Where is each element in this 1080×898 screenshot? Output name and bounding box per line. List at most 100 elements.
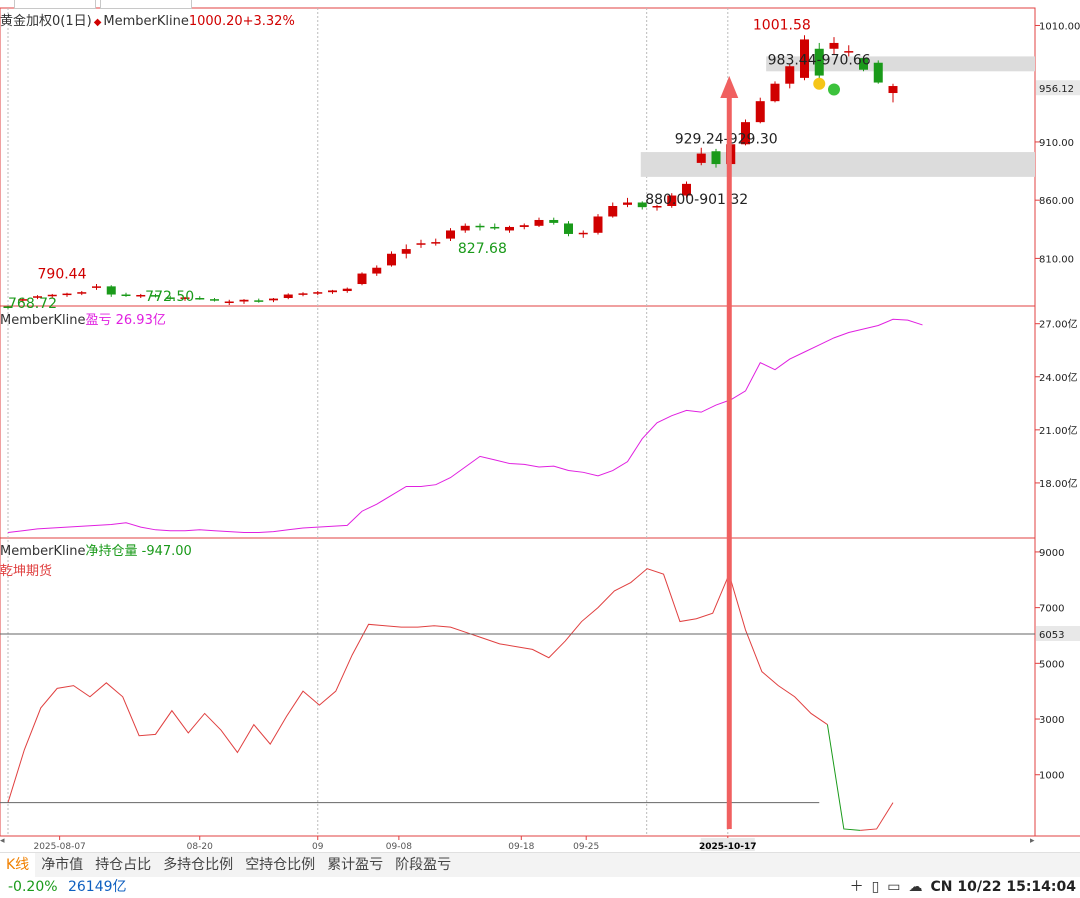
position-label: 净持仓量 bbox=[85, 544, 138, 559]
candle-body bbox=[667, 195, 677, 206]
candle-body bbox=[3, 306, 13, 308]
candle-body bbox=[608, 206, 618, 217]
candle-body bbox=[519, 225, 529, 227]
tab-long-ratio[interactable]: 多持仓比例 bbox=[163, 857, 234, 873]
candle-body bbox=[328, 290, 337, 293]
candle-body bbox=[283, 294, 293, 299]
candle-body bbox=[313, 292, 323, 294]
chart-frame bbox=[0, 7, 1036, 837]
candle-body bbox=[564, 223, 573, 234]
price-annotation: 983.44-970.66 bbox=[768, 52, 871, 68]
panel1-header: 黄金加权0(1日) ◆ MemberKline1000.20+3.32% bbox=[0, 10, 295, 29]
price-annotation: 880.00-901.32 bbox=[645, 192, 748, 208]
candle-body bbox=[416, 243, 426, 245]
candle-body bbox=[106, 286, 116, 295]
candle-body bbox=[814, 48, 824, 76]
y-tick-label: 3000 bbox=[1039, 715, 1064, 726]
y-tick-label: 1010.00 bbox=[1039, 21, 1080, 32]
chat-icon[interactable]: ▭ bbox=[887, 879, 901, 895]
symbol-input-box[interactable] bbox=[14, 0, 96, 9]
status-amount: 26149亿 bbox=[67, 879, 127, 895]
candle-body bbox=[372, 267, 382, 274]
candle-body bbox=[593, 216, 603, 233]
candle-body bbox=[505, 226, 514, 231]
candle-body bbox=[92, 286, 101, 288]
y-tick-label: 7000 bbox=[1039, 604, 1064, 615]
current-price-label: 956.12 bbox=[1039, 84, 1074, 95]
candle-body bbox=[755, 101, 765, 123]
net-position-line bbox=[7, 568, 828, 803]
net-position-line-negative bbox=[826, 724, 861, 831]
tab-position-share[interactable]: 持仓占比 bbox=[95, 857, 152, 873]
tab-net-market-value[interactable]: 净市值 bbox=[41, 857, 84, 873]
document-icon[interactable]: ▯ bbox=[871, 879, 880, 895]
net-position-line bbox=[860, 802, 894, 831]
y-tick-label: 24.00亿 bbox=[1039, 371, 1078, 384]
candle-body bbox=[888, 86, 898, 94]
cloud-icon[interactable]: ☁ bbox=[908, 879, 923, 895]
candle-body bbox=[652, 206, 662, 208]
candle-body bbox=[239, 299, 249, 302]
candle-body bbox=[387, 253, 396, 266]
candle-body bbox=[623, 202, 632, 205]
pnl-line bbox=[7, 318, 923, 533]
price-annotation: 827.68 bbox=[458, 241, 507, 257]
candle-body bbox=[785, 66, 795, 84]
y-tick-label: 860.00 bbox=[1039, 196, 1074, 207]
candle-body bbox=[696, 153, 706, 163]
candle-body bbox=[195, 298, 205, 300]
price-annotation: 790.44 bbox=[38, 267, 87, 283]
candle-body bbox=[578, 232, 588, 235]
candle-body bbox=[357, 273, 367, 285]
candle-body bbox=[859, 58, 868, 70]
tab-kline[interactable]: K线 bbox=[0, 853, 36, 877]
y-tick-label: 27.00亿 bbox=[1039, 318, 1078, 331]
market-datetime: CN 10/22 15:14:04 bbox=[930, 879, 1076, 895]
x-tick-label: 2025-10-17 bbox=[699, 842, 757, 852]
position-value: -947.00 bbox=[141, 544, 192, 559]
candle-body bbox=[342, 288, 352, 292]
candle-body bbox=[210, 299, 219, 301]
x-tick-label: 09-18 bbox=[508, 842, 534, 852]
candle-body bbox=[446, 230, 455, 239]
x-tick-label: 08-20 bbox=[187, 842, 213, 852]
scroll-right-icon[interactable]: ▸ bbox=[1030, 836, 1035, 846]
current-date-box bbox=[700, 838, 755, 851]
candle-body bbox=[460, 225, 470, 231]
tab-cumulative-pnl[interactable]: 累计盈亏 bbox=[327, 857, 384, 873]
candle-body bbox=[224, 301, 234, 304]
x-tick-label: 09-25 bbox=[573, 842, 599, 852]
y-tick-label: 1000 bbox=[1039, 771, 1064, 782]
candle-body bbox=[401, 249, 411, 254]
panel3-header: MemberKline净持仓量 -947.00 bbox=[0, 540, 192, 559]
instrument-title: 黄金加权0(1日) bbox=[0, 14, 92, 29]
candle-body bbox=[77, 292, 87, 294]
candle-body bbox=[475, 225, 485, 228]
reference-value-label: 6053 bbox=[1039, 630, 1064, 641]
candle-body bbox=[254, 300, 264, 302]
panel1-indicator: MemberKline bbox=[103, 14, 189, 29]
candle-body bbox=[180, 297, 190, 299]
y-tick-label: 21.00亿 bbox=[1039, 424, 1078, 437]
reference-value-box bbox=[1036, 626, 1080, 642]
diamond-icon: ◆ bbox=[93, 17, 102, 28]
candle-body bbox=[62, 293, 72, 296]
status-bar: -0.20% 26149亿 ＋ ▯ ▭ ☁ CN 10/22 15:14:04 bbox=[0, 876, 1080, 898]
candle-body bbox=[844, 51, 854, 53]
scroll-left-icon[interactable]: ◂ bbox=[0, 836, 5, 846]
tab-short-ratio[interactable]: 空持仓比例 bbox=[245, 857, 316, 873]
period-input-box[interactable] bbox=[100, 0, 192, 9]
y-tick-label: 5000 bbox=[1039, 659, 1064, 670]
arrow-head-icon bbox=[720, 76, 739, 99]
candle-body bbox=[33, 296, 42, 298]
candle-body bbox=[47, 294, 57, 297]
plus-icon[interactable]: ＋ bbox=[849, 879, 864, 895]
candle-body bbox=[682, 183, 691, 196]
tab-stage-pnl[interactable]: 阶段盈亏 bbox=[395, 857, 452, 873]
candle-body bbox=[800, 39, 809, 78]
price-zone bbox=[640, 152, 1035, 177]
y-tick-label: 18.00亿 bbox=[1039, 477, 1078, 490]
candle-body bbox=[711, 151, 721, 165]
candle-body bbox=[637, 202, 647, 208]
